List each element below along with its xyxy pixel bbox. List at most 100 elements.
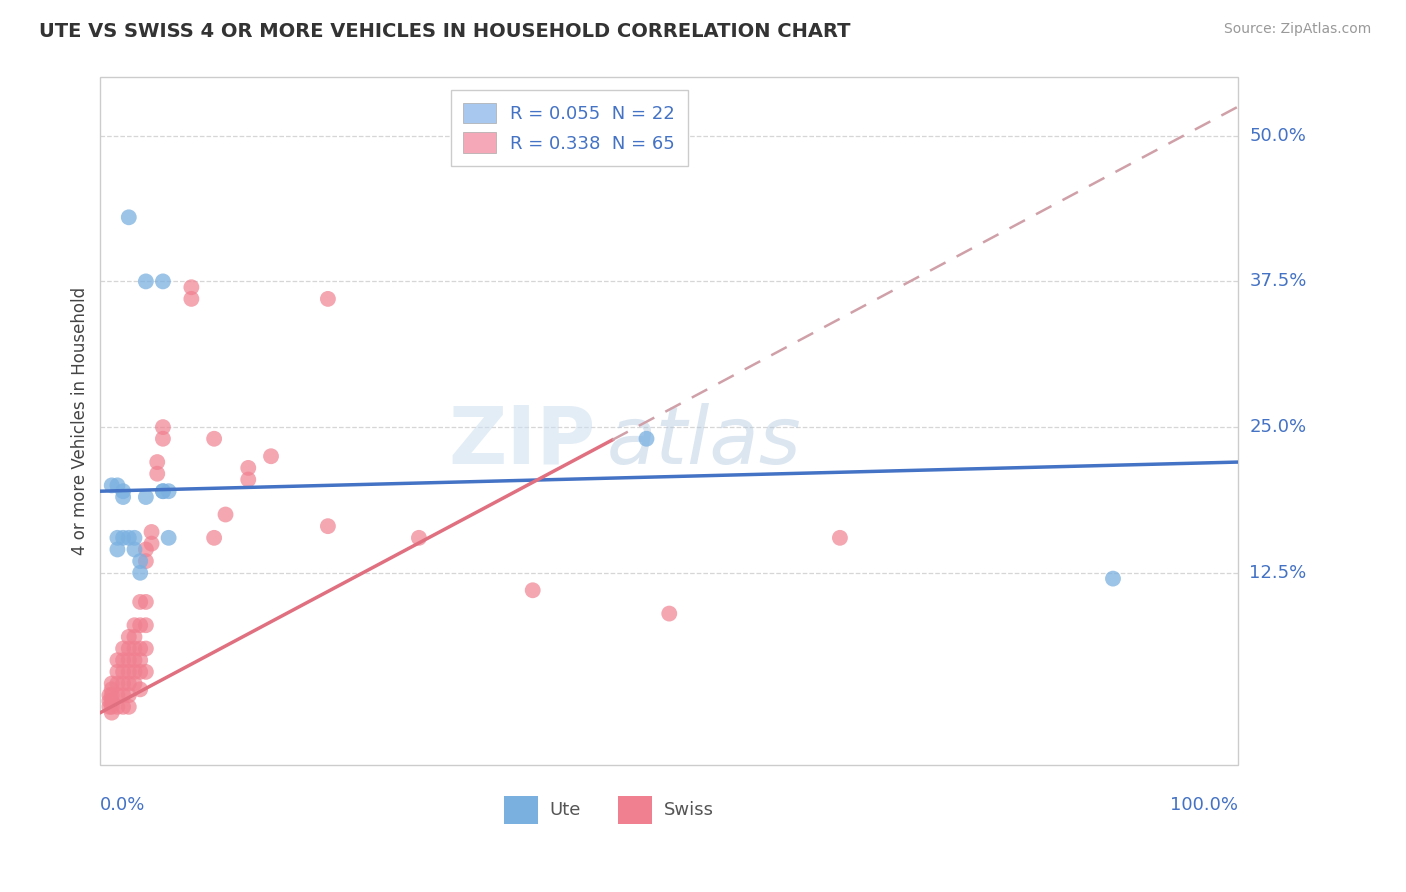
Text: Swiss: Swiss xyxy=(664,801,714,819)
Text: UTE VS SWISS 4 OR MORE VEHICLES IN HOUSEHOLD CORRELATION CHART: UTE VS SWISS 4 OR MORE VEHICLES IN HOUSE… xyxy=(39,22,851,41)
Point xyxy=(141,524,163,539)
Point xyxy=(129,554,152,568)
Point xyxy=(124,630,146,644)
Point xyxy=(112,641,135,656)
Point xyxy=(98,699,121,714)
Point xyxy=(152,274,174,288)
Point xyxy=(118,699,141,714)
Point xyxy=(408,531,430,545)
Point xyxy=(100,682,122,697)
Point xyxy=(98,688,121,702)
Point xyxy=(522,583,544,598)
Point xyxy=(112,531,135,545)
Point xyxy=(135,274,157,288)
Text: 100.0%: 100.0% xyxy=(1170,796,1239,814)
Point xyxy=(238,461,260,475)
Point xyxy=(202,432,225,446)
Point xyxy=(100,706,122,720)
Point xyxy=(146,467,169,481)
Point xyxy=(157,484,180,499)
Point xyxy=(129,566,152,580)
Point xyxy=(107,665,129,679)
Point xyxy=(152,484,174,499)
Point xyxy=(316,292,339,306)
Point xyxy=(260,449,283,463)
Legend: R = 0.055  N = 22, R = 0.338  N = 65: R = 0.055 N = 22, R = 0.338 N = 65 xyxy=(451,90,688,166)
FancyBboxPatch shape xyxy=(505,796,538,823)
Point xyxy=(112,676,135,690)
Point xyxy=(146,455,169,469)
Point xyxy=(214,508,236,522)
Point xyxy=(141,536,163,550)
Point xyxy=(135,542,157,557)
Point xyxy=(100,676,122,690)
Point xyxy=(129,682,152,697)
Point xyxy=(238,473,260,487)
Text: 37.5%: 37.5% xyxy=(1250,272,1306,291)
FancyBboxPatch shape xyxy=(619,796,652,823)
Point xyxy=(124,653,146,667)
Point xyxy=(107,542,129,557)
Text: ZIP: ZIP xyxy=(449,403,595,481)
Point xyxy=(180,292,202,306)
Point xyxy=(124,665,146,679)
Point xyxy=(135,595,157,609)
Point xyxy=(202,531,225,545)
Point xyxy=(112,490,135,504)
Point xyxy=(118,676,141,690)
Point xyxy=(98,694,121,708)
Point xyxy=(1102,572,1125,586)
Point xyxy=(157,531,180,545)
Point xyxy=(107,653,129,667)
Point xyxy=(129,653,152,667)
Text: atlas: atlas xyxy=(606,403,801,481)
Point xyxy=(124,641,146,656)
Point xyxy=(118,688,141,702)
Point xyxy=(107,688,129,702)
Point xyxy=(135,490,157,504)
Point xyxy=(180,280,202,294)
Point xyxy=(107,478,129,492)
Point xyxy=(100,699,122,714)
Point xyxy=(112,653,135,667)
Point xyxy=(129,618,152,632)
Point xyxy=(135,554,157,568)
Point xyxy=(118,641,141,656)
Text: 0.0%: 0.0% xyxy=(100,796,146,814)
Point xyxy=(152,484,174,499)
Y-axis label: 4 or more Vehicles in Household: 4 or more Vehicles in Household xyxy=(72,287,89,556)
Point xyxy=(118,653,141,667)
Point xyxy=(118,211,141,225)
Point xyxy=(118,630,141,644)
Point xyxy=(152,432,174,446)
Point xyxy=(636,432,658,446)
Point xyxy=(135,665,157,679)
Point xyxy=(118,665,141,679)
Point xyxy=(135,641,157,656)
Point xyxy=(124,618,146,632)
Point xyxy=(112,665,135,679)
Point xyxy=(107,699,129,714)
Point xyxy=(135,618,157,632)
Point xyxy=(107,531,129,545)
Point xyxy=(118,531,141,545)
Point xyxy=(658,607,681,621)
Point xyxy=(129,641,152,656)
Text: 12.5%: 12.5% xyxy=(1250,564,1306,582)
Text: Source: ZipAtlas.com: Source: ZipAtlas.com xyxy=(1223,22,1371,37)
Text: Ute: Ute xyxy=(550,801,581,819)
Text: 50.0%: 50.0% xyxy=(1250,127,1306,145)
Point xyxy=(112,484,135,499)
Point xyxy=(100,694,122,708)
Point xyxy=(124,542,146,557)
Point xyxy=(100,688,122,702)
Point xyxy=(316,519,339,533)
Point xyxy=(129,665,152,679)
Point xyxy=(107,676,129,690)
Point xyxy=(112,699,135,714)
Point xyxy=(112,688,135,702)
Point xyxy=(124,531,146,545)
Point xyxy=(152,420,174,434)
Point xyxy=(129,595,152,609)
Point xyxy=(124,676,146,690)
